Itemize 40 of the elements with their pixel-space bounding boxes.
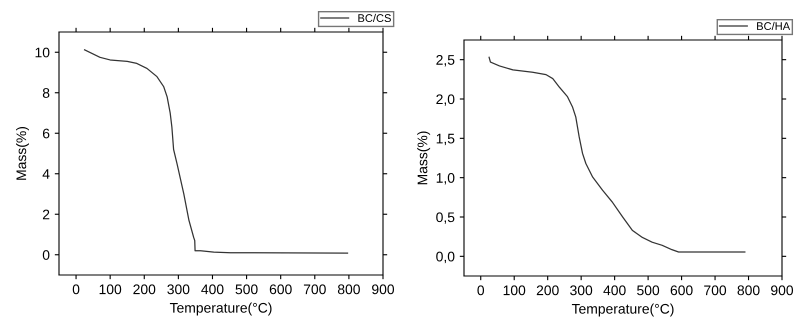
x-tick-label: 800 xyxy=(738,285,760,296)
x-tick-label: 200 xyxy=(536,285,559,296)
x-tick-label: 400 xyxy=(201,284,224,294)
y-axis-title: Mass(%) xyxy=(16,126,29,180)
y-tick-label: 8 xyxy=(42,88,50,98)
y-tick-label: 2,5 xyxy=(436,55,454,66)
y-axis-title: Mass(%) xyxy=(417,131,430,184)
x-tick-label: 800 xyxy=(338,284,360,294)
y-tick-label: 2,0 xyxy=(436,94,454,106)
x-tick-label: 100 xyxy=(100,284,122,294)
x-tick-label: 700 xyxy=(304,284,326,294)
y-tick-label: 6 xyxy=(42,128,50,138)
y-tick-label: 10 xyxy=(36,48,50,58)
y-tick-label: 4 xyxy=(42,169,50,179)
y-tick-label: 2 xyxy=(42,210,50,220)
x-tick-label: 500 xyxy=(637,285,660,296)
x-tick-label: 400 xyxy=(603,285,626,296)
legend-label: BC/HA xyxy=(757,22,790,30)
y-tick-label: 1,5 xyxy=(436,134,454,146)
y-tick-label: 1,0 xyxy=(436,173,454,184)
x-tick-label: 0 xyxy=(72,284,80,294)
x-axis-title: Temperature(°C) xyxy=(170,302,272,316)
x-tick-label: 900 xyxy=(771,285,794,296)
x-axis-title: Temperature(°C) xyxy=(572,304,674,316)
x-tick-label: 100 xyxy=(504,285,526,296)
x-tick-label: 600 xyxy=(670,285,693,296)
line-series xyxy=(84,49,348,254)
y-tick-label: 0,5 xyxy=(436,212,454,224)
y-tick-label: 0 xyxy=(42,250,50,260)
x-tick-label: 700 xyxy=(704,285,726,296)
legend-label: BC/CS xyxy=(358,14,391,22)
x-tick-label: 600 xyxy=(270,284,292,294)
x-tick-label: 200 xyxy=(133,284,156,294)
x-tick-label: 0 xyxy=(477,285,484,296)
line-series xyxy=(488,56,746,253)
x-tick-label: 300 xyxy=(570,285,592,296)
x-tick-label: 300 xyxy=(167,284,190,294)
y-tick-label: 0,0 xyxy=(436,252,454,264)
x-tick-label: 500 xyxy=(236,284,258,294)
x-tick-label: 900 xyxy=(372,284,394,294)
